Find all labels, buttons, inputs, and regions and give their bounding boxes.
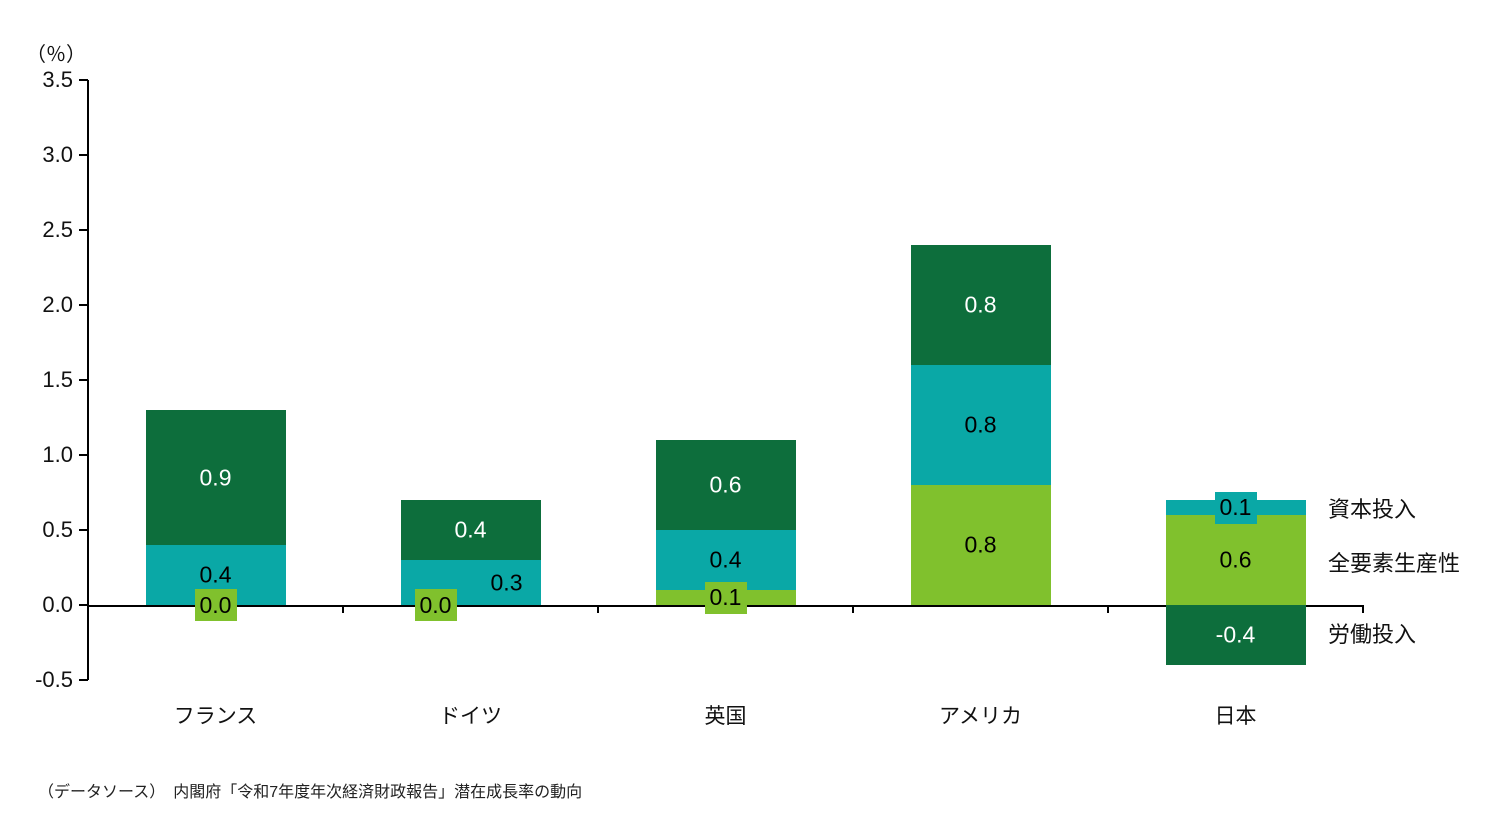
value-label: 0.4 [454, 516, 487, 543]
y-axis-line [87, 80, 89, 680]
y-tick-label: 0.0 [42, 592, 73, 617]
y-axis-tick [79, 454, 88, 456]
bar-segment [400, 500, 541, 560]
y-tick-label: 2.5 [42, 217, 73, 242]
legend-label: 資本投入 [1328, 497, 1417, 522]
value-label: 0.4 [709, 546, 742, 573]
x-axis-tick [852, 605, 854, 613]
y-tick-label: 1.5 [42, 367, 73, 392]
value-label: 0.6 [709, 471, 742, 498]
y-tick-label: 3.0 [42, 142, 73, 167]
x-category-label: 日本 [1214, 705, 1257, 728]
y-axis-tick [79, 529, 88, 531]
x-axis-tick [1107, 605, 1109, 613]
bar-segment [910, 365, 1051, 485]
y-axis-tick [79, 604, 88, 606]
y-tick-label: 3.5 [42, 67, 73, 92]
y-axis-tick [79, 79, 88, 81]
data-source-note: （データソース） 内閣府「令和7年度年次経済財政報告」潜在成長率の動向 [38, 784, 583, 801]
value-label: 0.6 [1219, 546, 1252, 573]
bar-segment [1165, 515, 1306, 605]
bar-segment [145, 410, 286, 545]
bar-segment [655, 530, 796, 590]
legend-label: 労働投入 [1328, 622, 1417, 647]
value-label-boxed: 0.0 [194, 589, 237, 621]
y-axis-tick [79, 154, 88, 156]
value-label-boxed: 0.1 [1214, 491, 1257, 524]
x-axis-tick [1362, 605, 1364, 613]
bar-segment [910, 485, 1051, 605]
value-label-boxed: 0.0 [414, 589, 457, 621]
y-axis-tick [79, 379, 88, 381]
value-label: 0.8 [964, 411, 997, 438]
value-label: 0.4 [199, 561, 232, 588]
y-axis-unit-label: （％） [26, 44, 86, 66]
value-label: 0.3 [490, 569, 523, 595]
x-category-label: ドイツ [439, 705, 502, 728]
value-label: -0.4 [1215, 621, 1256, 648]
x-axis-tick [597, 605, 599, 613]
x-axis-tick [342, 605, 344, 613]
x-category-label: フランス [173, 705, 258, 728]
y-tick-label: 2.0 [42, 292, 73, 317]
x-category-label: 英国 [704, 705, 747, 728]
y-tick-label: 1.0 [42, 442, 73, 467]
value-label: 0.9 [199, 464, 232, 490]
y-axis-tick [79, 304, 88, 306]
x-category-label: アメリカ [939, 705, 1022, 728]
y-tick-label: 0.5 [42, 517, 73, 542]
bar-segment [910, 245, 1051, 365]
y-axis-tick [79, 679, 88, 681]
legend-label: 全要素生産性 [1328, 551, 1461, 576]
value-label-boxed: 0.1 [704, 581, 747, 614]
bar-segment [655, 440, 796, 530]
y-tick-label: -0.5 [35, 667, 73, 692]
value-label: 0.8 [964, 291, 997, 318]
y-axis-tick [79, 229, 88, 231]
bar-segment [1165, 605, 1306, 665]
value-label: 0.8 [964, 531, 997, 558]
